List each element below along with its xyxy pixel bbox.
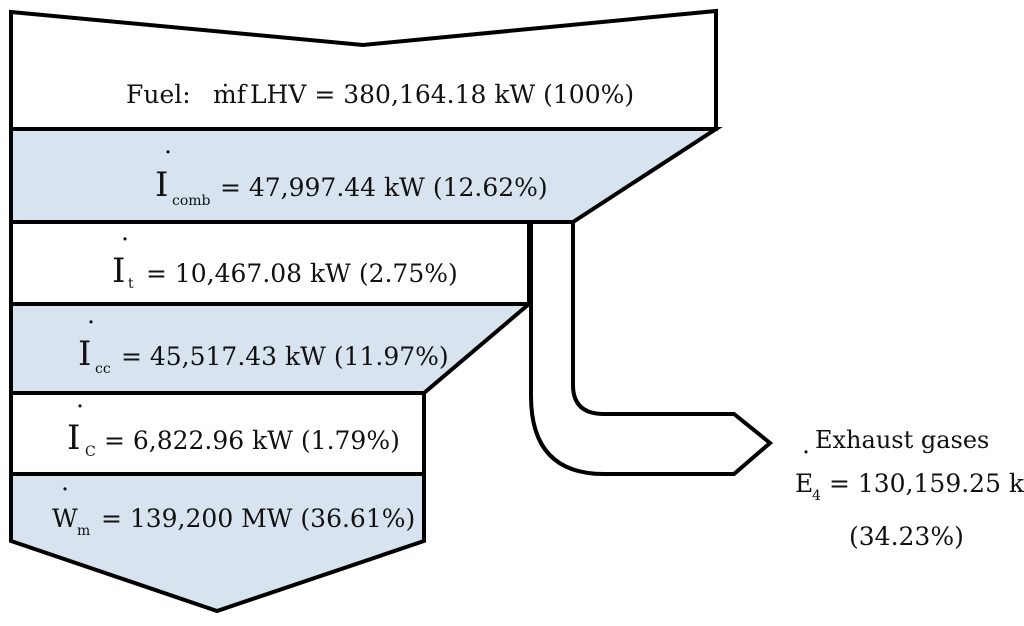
work-subscript: m bbox=[77, 523, 90, 539]
comb-dot: ˙ bbox=[161, 146, 175, 179]
exhaust-title: Exhaust gases bbox=[815, 426, 989, 454]
compressor-subscript: C bbox=[85, 444, 96, 460]
comb-value: = 47,997.44 kW (12.62%) bbox=[212, 173, 548, 202]
fuel-band bbox=[9, 8, 718, 131]
compressor-symbol: I bbox=[67, 418, 80, 458]
work-symbol: W bbox=[52, 504, 78, 533]
cc-subscript: cc bbox=[95, 361, 111, 377]
work-dot: ˙ bbox=[58, 483, 72, 516]
cc-symbol: I bbox=[78, 334, 91, 374]
turbine-subscript: t bbox=[128, 276, 134, 292]
turbine-symbol: I bbox=[112, 251, 125, 291]
exhaust-subscript: 4 bbox=[812, 488, 821, 504]
exhaust-dot: ˙ bbox=[799, 446, 813, 479]
net-work-band bbox=[9, 472, 426, 614]
fuel-prefix-label: Fuel: bbox=[126, 80, 191, 109]
fuel-mass-flow-symbol: ṁf bbox=[213, 80, 248, 109]
comb-subscript: comb bbox=[172, 193, 211, 209]
cc-dot: ˙ bbox=[84, 316, 98, 349]
work-value: = 139,200 MW (36.61%) bbox=[93, 504, 415, 533]
compressor-value: = 6,822.96 kW (1.79%) bbox=[96, 426, 400, 455]
exhaust-symbol: E bbox=[795, 469, 813, 498]
turbine-dot: ˙ bbox=[118, 233, 132, 266]
compressor-dot: ˙ bbox=[73, 400, 87, 433]
cc-value: = 45,517.43 kW (11.97%) bbox=[113, 342, 449, 371]
exhaust-percent: (34.23%) bbox=[849, 522, 964, 551]
exhaust-value: = 130,159.25 kW bbox=[821, 469, 1024, 498]
fuel-lhv-value: LHV = 380,164.18 kW (100%) bbox=[242, 80, 634, 109]
turbine-value: = 10,467.08 kW (2.75%) bbox=[138, 259, 458, 288]
exhaust-flow-arrow bbox=[529, 220, 774, 476]
comb-symbol: I bbox=[155, 165, 168, 205]
